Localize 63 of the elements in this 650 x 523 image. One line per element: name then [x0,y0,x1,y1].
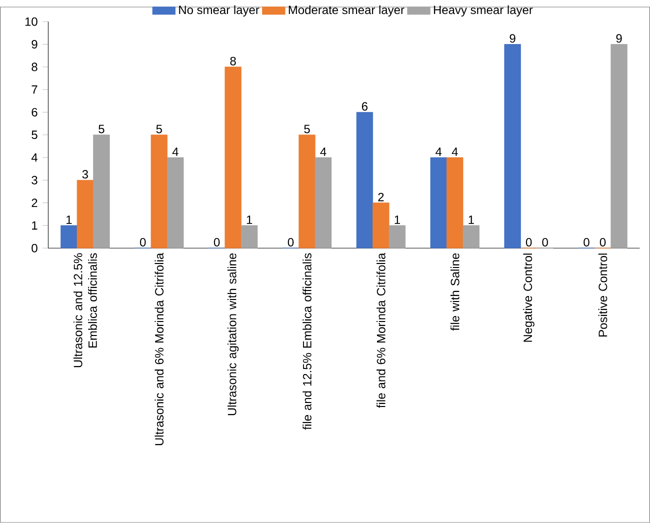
data-label: 6 [362,102,368,111]
data-label: 4 [320,148,326,156]
data-label: 8 [230,56,236,66]
bar [150,134,168,248]
data-label: 0 [584,238,590,247]
bar [356,112,374,248]
data-label: 0 [288,238,294,247]
y-tick-label: 10 [25,17,38,26]
bar [430,157,447,248]
y-tick-label: 2 [32,198,38,208]
data-label: 9 [616,34,622,43]
x-tick-label: file and 12.5% Emblica officinalis [302,253,312,430]
data-label: 1 [246,216,252,224]
legend-label: No smear layer [179,5,260,17]
data-label: 5 [156,124,162,134]
bar [504,44,521,248]
data-label: 0 [214,238,220,247]
y-tick-label: 7 [32,86,38,94]
bar [462,225,480,248]
bar [224,66,242,248]
x-tick-label: file with Saline [450,253,460,331]
y-tick-label: 5 [32,130,38,140]
data-label: 3 [82,170,88,179]
bar [60,225,78,248]
x-tick-label: file and 6% Morinda Citrifolia [376,252,386,408]
y-tick-label: 3 [32,176,38,184]
data-label: 1 [468,216,474,224]
y-tick-label: 4 [31,153,38,162]
data-label: 0 [526,238,532,247]
data-label: 1 [394,216,400,224]
y-tick-label: 9 [32,40,38,49]
bar [388,225,406,248]
x-tick-label: Ultrasonic and 12.5% Emblica officinalis [73,253,97,368]
data-label: 1 [66,216,72,224]
data-label: 2 [378,192,384,202]
y-tick-label: 1 [32,221,38,230]
legend-label: Moderate smear layer [288,5,404,17]
bar [241,225,258,248]
data-label: 5 [304,124,310,134]
data-label: 4 [436,148,442,156]
data-label: 0 [140,238,146,247]
bar [93,134,110,248]
legend-label: Heavy smear layer [434,5,533,17]
data-label: 5 [98,124,104,134]
bar [314,157,332,248]
data-label: 4 [452,148,458,156]
x-tick-label: Negative Control [523,254,534,342]
y-tick-label: 8 [32,62,38,72]
y-tick-label: 6 [32,108,38,117]
data-label: 4 [172,148,178,156]
bar [76,180,94,248]
bar [446,157,464,248]
y-tick-label: 0 [32,244,38,252]
bar [610,44,628,248]
x-tick-label: Positive Control [598,254,608,337]
bar [372,202,390,248]
data-label: 9 [510,34,516,43]
bar [298,134,316,248]
x-tick-label: Ultrasonic and 6% Morinda Citrifolia [154,252,164,446]
x-tick-label: Ultrasonic agitation with saline [227,253,239,416]
data-label: 0 [542,238,548,247]
bar [167,157,184,248]
data-label: 0 [600,238,606,247]
